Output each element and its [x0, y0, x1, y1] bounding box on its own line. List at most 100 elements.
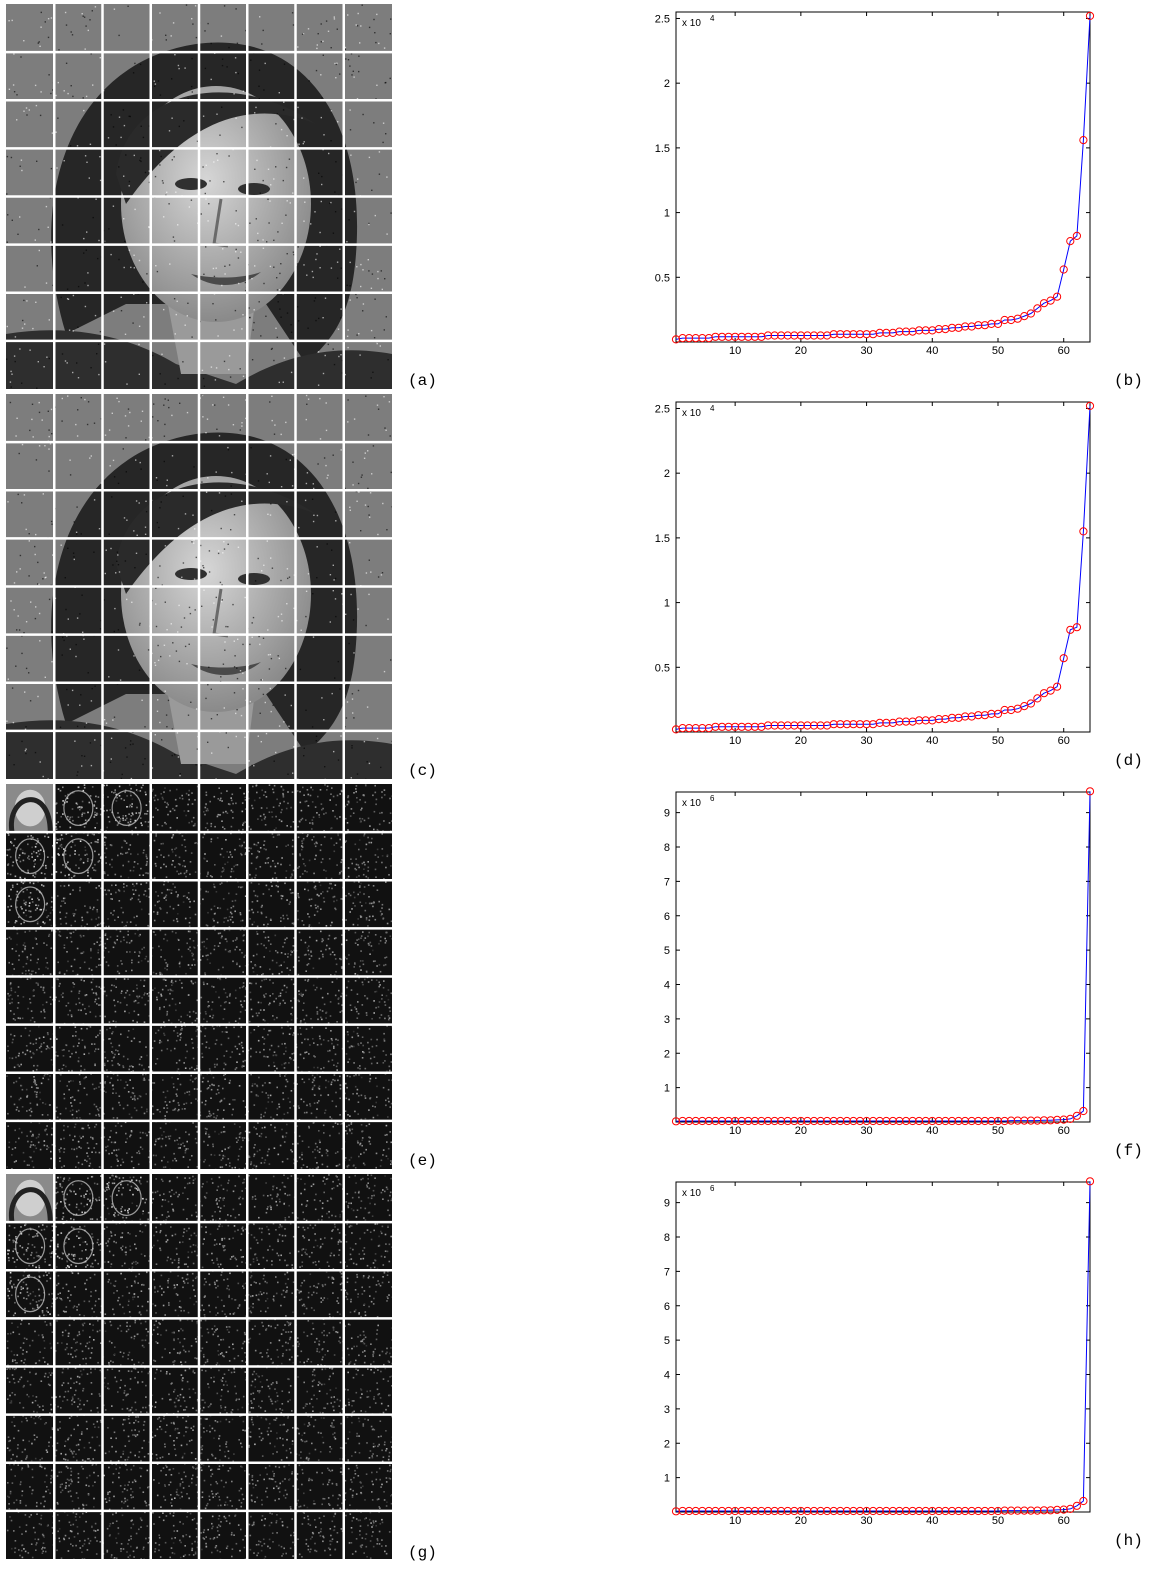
data-point [731, 1116, 740, 1126]
data-point [829, 1116, 838, 1126]
data-point [954, 1116, 963, 1126]
data-point [849, 720, 858, 729]
data-point [882, 718, 891, 727]
data-point [1033, 1506, 1042, 1515]
data-point [1000, 315, 1009, 325]
data-point [711, 332, 720, 341]
y-tick-label: 3 [664, 1404, 670, 1416]
image-panel-e [6, 784, 392, 1169]
data-point [737, 1506, 746, 1516]
data-point [1085, 1177, 1095, 1186]
data-point [947, 1506, 957, 1516]
axis-multiplier-exponent: 6 [710, 794, 715, 803]
data-point [1079, 1496, 1088, 1506]
data-point [849, 1116, 858, 1126]
data-point [698, 334, 707, 343]
y-tick-label: 1.5 [655, 143, 670, 155]
axis-multiplier: x 10 [682, 408, 701, 419]
data-point [1053, 292, 1062, 301]
data-point [691, 724, 700, 733]
data-point [783, 1506, 792, 1516]
data-point [1059, 654, 1068, 663]
data-point [901, 327, 911, 336]
data-point [763, 331, 773, 340]
data-point [836, 1116, 845, 1126]
block-grid [6, 394, 392, 779]
data-point [757, 1116, 766, 1126]
data-point [783, 721, 792, 730]
data-point [855, 1506, 865, 1516]
data-point [816, 1506, 825, 1516]
fringe [116, 482, 316, 594]
data-point [954, 1506, 963, 1516]
y-tick-label: 1 [664, 1083, 670, 1095]
data-point [678, 724, 687, 733]
data-point [888, 1116, 897, 1126]
data-point [895, 1506, 904, 1516]
y-tick-label: 0.5 [655, 272, 670, 284]
panel-label-c: (c) [408, 762, 437, 780]
plot-frame [675, 401, 1091, 733]
plot-frame [675, 791, 1091, 1123]
data-point [698, 724, 707, 733]
data-point [974, 321, 983, 330]
dct-blocks-image [6, 1174, 392, 1559]
data-point [993, 1116, 1003, 1126]
data-point [1013, 1506, 1022, 1515]
eye-right [238, 573, 270, 585]
data-point [777, 1116, 786, 1126]
data-point [888, 328, 897, 337]
data-point [987, 1506, 996, 1516]
data-point [941, 1116, 950, 1126]
data-point [717, 1116, 727, 1126]
data-point [717, 722, 727, 731]
data-point [796, 1116, 805, 1126]
data-point [895, 1116, 904, 1126]
chart-svg: 10 20 30 40 50 60 1 2 3 4 5 6 7 8 9 x 10 6 [664, 787, 1095, 1137]
data-point [987, 1116, 996, 1126]
y-tick-label: 7 [664, 1266, 670, 1278]
x-tick-label: 30 [860, 345, 872, 357]
data-point [1072, 1111, 1081, 1120]
y-tick-label: 8 [664, 1232, 670, 1244]
data-point [842, 330, 851, 339]
data-point [993, 709, 1003, 718]
data-point [1026, 1506, 1035, 1515]
data-point [724, 722, 733, 731]
data-point [882, 1506, 891, 1516]
x-tick-label: 50 [992, 345, 1004, 357]
y-tick-label: 2.5 [655, 13, 670, 25]
data-point [783, 331, 792, 340]
data-point [961, 322, 970, 331]
data-point [842, 1506, 851, 1516]
data-point [1085, 11, 1095, 20]
data-point [750, 1506, 760, 1516]
data-point [823, 1506, 832, 1516]
data-point [724, 332, 733, 341]
data-point [915, 326, 924, 335]
data-point [704, 1116, 714, 1126]
data-point [961, 1116, 970, 1126]
data-point [836, 1506, 845, 1516]
data-point [1085, 787, 1095, 796]
data-point [961, 1506, 970, 1516]
data-point [1033, 694, 1042, 703]
data-point [849, 1506, 858, 1516]
y-tick-label: 5 [664, 1335, 670, 1347]
data-point [711, 722, 720, 731]
data-point [770, 721, 779, 730]
x-tick-label: 10 [729, 735, 741, 747]
data-point [1000, 705, 1009, 715]
data-point [934, 715, 943, 724]
data-point [724, 1116, 733, 1126]
chart-b: 10 20 30 40 50 60 0.5 1 1.5 2 2.5 x 10 4 [640, 11, 1100, 382]
data-point [987, 319, 996, 328]
data-point [671, 1117, 681, 1126]
x-tick-label: 40 [926, 1515, 938, 1527]
panel-label-b: (b) [1114, 372, 1143, 390]
data-point [1039, 1506, 1049, 1515]
data-point [875, 328, 884, 337]
x-tick-label: 60 [1058, 735, 1070, 747]
data-point [1066, 237, 1075, 246]
data-point [685, 1116, 694, 1126]
